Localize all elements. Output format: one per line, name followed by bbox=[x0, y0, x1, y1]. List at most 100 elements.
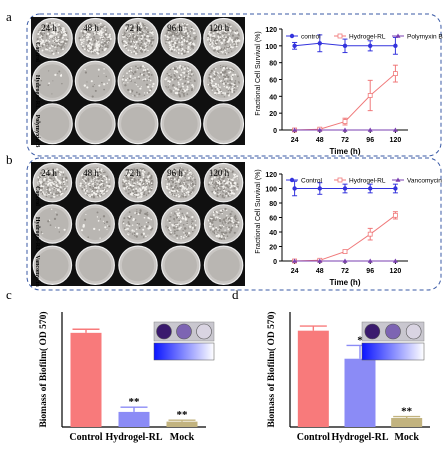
category-label: Mock bbox=[170, 432, 195, 443]
petri-dish bbox=[75, 204, 115, 244]
petri-dish bbox=[161, 204, 201, 244]
time-label: 72 h bbox=[125, 23, 141, 33]
petri-dish bbox=[118, 245, 158, 286]
bar bbox=[166, 421, 198, 427]
y-tick-label: 0 bbox=[273, 259, 277, 266]
y-axis-label: Biomass of Biofilm( OD 570) bbox=[38, 311, 49, 427]
crystal-violet-inset-c bbox=[153, 321, 215, 361]
time-label: 72 h bbox=[125, 168, 141, 178]
significance-label: ** bbox=[129, 396, 141, 408]
data-point bbox=[317, 41, 322, 46]
petri-dish bbox=[203, 103, 245, 145]
row-label: Hydrogel-RL bbox=[34, 217, 40, 251]
x-tick-label: 96 bbox=[366, 137, 374, 144]
bar bbox=[391, 418, 423, 427]
x-tick-label: 120 bbox=[390, 268, 402, 275]
legend-marker bbox=[289, 177, 295, 183]
x-tick-label: 72 bbox=[341, 268, 349, 275]
x-axis-label: Time (h) bbox=[330, 278, 361, 287]
time-label: 96 h bbox=[167, 23, 183, 33]
data-point bbox=[292, 43, 297, 49]
y-tick-label: 100 bbox=[265, 187, 277, 194]
well bbox=[196, 323, 212, 340]
panel-b-plate-grid: 24 h 48 h 72 h 96 h 120 h Control Hydrog… bbox=[31, 162, 245, 287]
data-point bbox=[392, 212, 398, 218]
x-tick-label: 48 bbox=[316, 137, 324, 144]
y-tick-label: 60 bbox=[269, 78, 277, 85]
category-label: Hydrogel-RL bbox=[105, 432, 162, 443]
data-point bbox=[368, 186, 373, 191]
series-line bbox=[294, 214, 396, 262]
petri-dish bbox=[74, 103, 116, 145]
bar-chart-c: Biomass of Biofilm( OD 570) Control ** Hydr… bbox=[38, 311, 206, 443]
petri-dish bbox=[161, 162, 201, 203]
well bbox=[364, 323, 381, 340]
petri-dish bbox=[203, 162, 244, 203]
row-label: Control bbox=[34, 186, 40, 206]
petri-dish bbox=[31, 60, 73, 102]
y-tick-label: 0 bbox=[273, 128, 277, 135]
data-point bbox=[368, 43, 373, 49]
petri-dish bbox=[74, 60, 116, 102]
data-point bbox=[392, 71, 398, 77]
petri-dish bbox=[31, 103, 73, 145]
data-point bbox=[317, 258, 323, 263]
legend-label: control bbox=[301, 34, 321, 41]
petri-dish bbox=[203, 204, 244, 244]
petri-dish bbox=[31, 17, 73, 59]
row-label: Hydrogel-RL bbox=[34, 75, 40, 109]
legend-label: Hydrogel-RL bbox=[349, 178, 386, 185]
legend-label: Control bbox=[301, 178, 323, 185]
y-tick-label: 40 bbox=[269, 230, 277, 237]
y-tick-label: 20 bbox=[269, 245, 277, 252]
petri-dish bbox=[160, 103, 202, 145]
data-point bbox=[292, 127, 298, 132]
legend-marker bbox=[395, 33, 401, 38]
data-point bbox=[367, 127, 373, 132]
panel-d-letter: d bbox=[232, 287, 239, 302]
y-axis-label: Biomass of Biofilm( OD 570) bbox=[266, 311, 277, 427]
legend-label: Vancomycin bbox=[407, 178, 442, 185]
data-point bbox=[342, 43, 348, 49]
data-point bbox=[392, 258, 398, 263]
time-label: 24 h bbox=[41, 168, 57, 178]
petri-dish bbox=[32, 204, 73, 244]
y-tick-label: 80 bbox=[269, 61, 277, 68]
petri-dish bbox=[117, 60, 159, 102]
panel-a-plate-grid: 24 h 48 h 72 h 96 h 120 h Control Hydrog… bbox=[31, 17, 245, 147]
petri-dish bbox=[203, 17, 245, 59]
category-label: Mock bbox=[394, 432, 419, 443]
petri-dish bbox=[160, 60, 202, 102]
data-point bbox=[342, 127, 348, 132]
x-tick-label: 48 bbox=[316, 268, 324, 275]
petri-dish bbox=[75, 245, 115, 286]
x-tick-label: 96 bbox=[366, 268, 374, 275]
legend-marker bbox=[395, 177, 401, 182]
data-point bbox=[342, 258, 348, 263]
y-tick-label: 100 bbox=[265, 44, 277, 51]
legend-marker bbox=[289, 33, 295, 39]
petri-dish bbox=[75, 162, 115, 203]
time-label: 96 h bbox=[167, 168, 183, 178]
petri-dish bbox=[118, 204, 158, 244]
y-tick-label: 40 bbox=[269, 94, 277, 101]
legend-label: Polymyxin B bbox=[407, 34, 443, 41]
well bbox=[176, 323, 192, 340]
data-point bbox=[317, 127, 323, 132]
data-point bbox=[292, 258, 298, 263]
petri-dish bbox=[74, 17, 116, 59]
x-tick-label: 120 bbox=[390, 137, 402, 144]
significance-label: * bbox=[357, 334, 363, 346]
well bbox=[385, 323, 401, 340]
category-label: Control bbox=[69, 432, 102, 443]
significance-label: ** bbox=[177, 409, 189, 421]
panel-c-letter: c bbox=[6, 287, 12, 302]
y-axis-label: Fractional Cell Survival (%) bbox=[255, 169, 262, 253]
category-label: Hydrogel-RL bbox=[331, 432, 388, 443]
panel-b-letter: b bbox=[6, 152, 13, 167]
line-chart-b: 0 20 40 60 80 100 120 24 48 72 96 120 Time (h) Fracti… bbox=[255, 169, 442, 287]
x-tick-label: 24 bbox=[291, 268, 299, 275]
bar bbox=[344, 358, 376, 427]
category-label: Control bbox=[297, 432, 330, 443]
bar bbox=[118, 411, 150, 427]
